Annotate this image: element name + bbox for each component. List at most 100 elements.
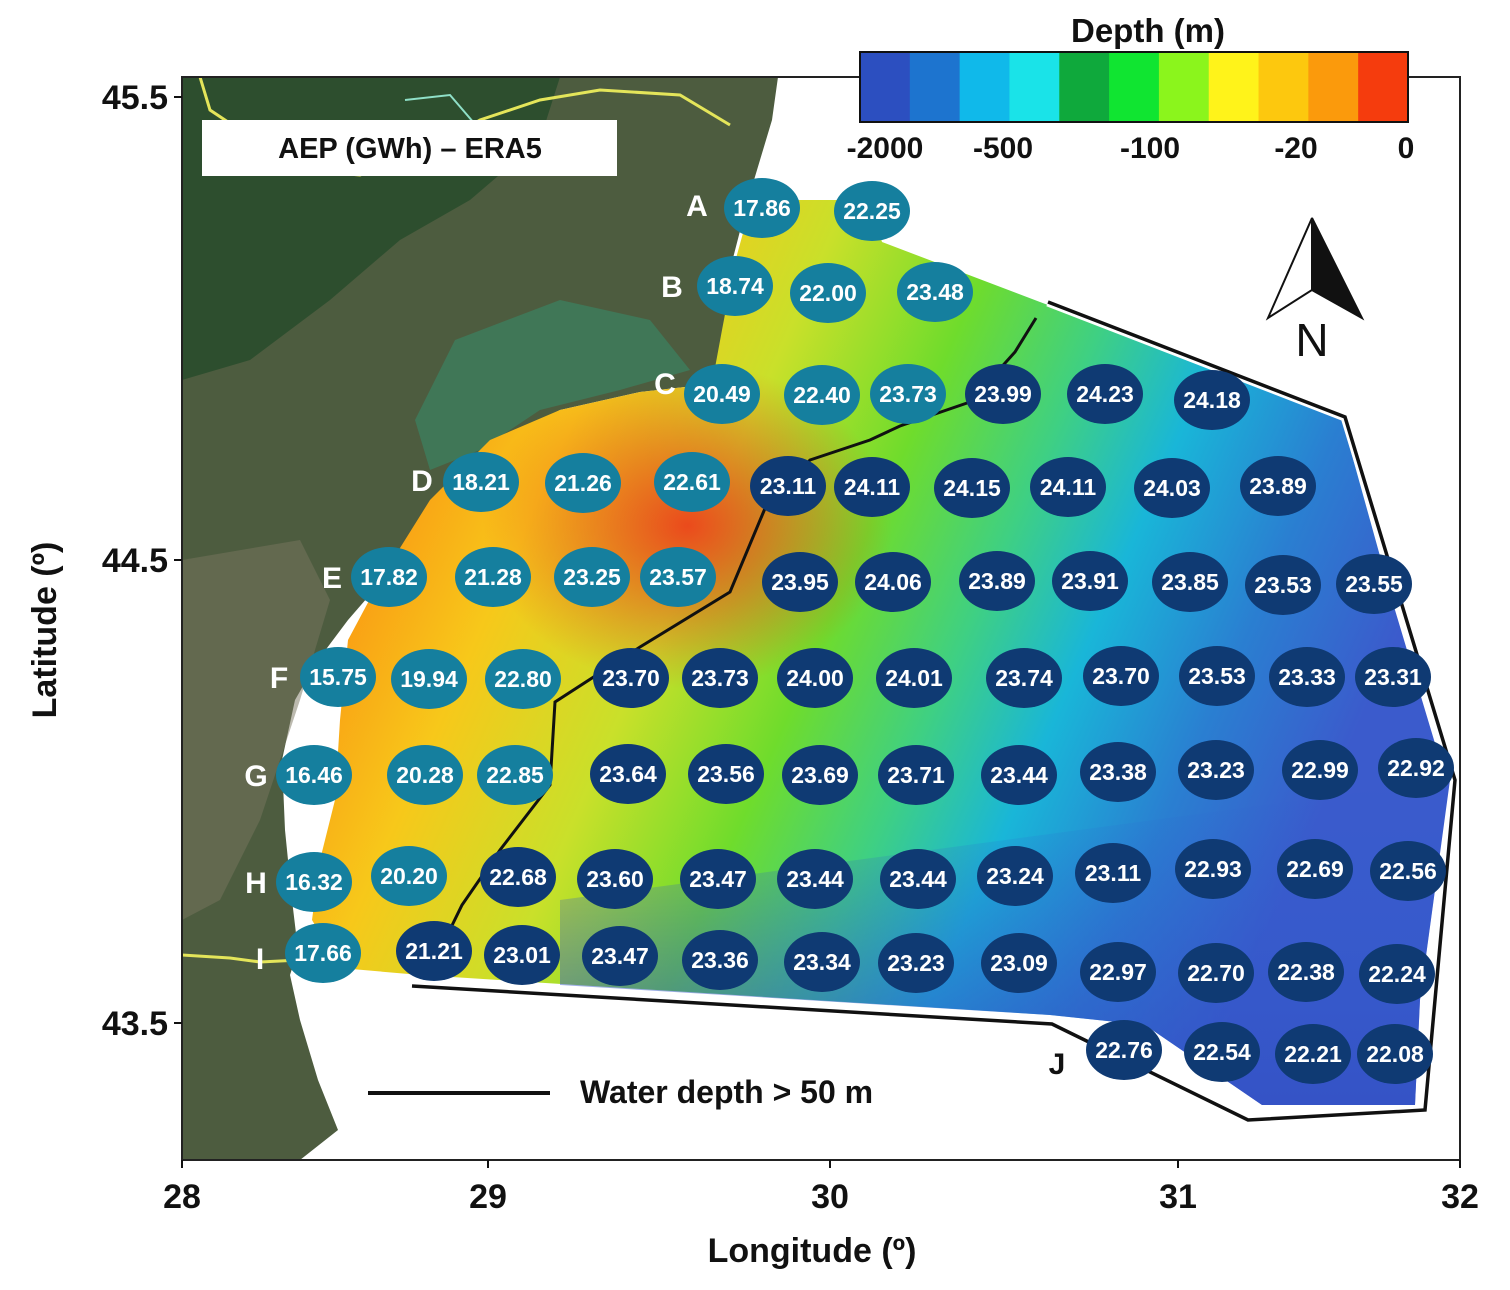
site-value-label: 23.95 [771, 569, 829, 595]
map-title: AEP (GWh) – ERA5 [278, 133, 542, 165]
row-label-c: C [654, 368, 676, 401]
y-axis-title: Latitude (º) [26, 542, 64, 719]
site-marker [1175, 839, 1251, 899]
site-marker [834, 457, 910, 517]
site-value-label: 15.75 [309, 664, 367, 690]
colorbar-segment [909, 52, 961, 122]
colorbar-segment [1009, 52, 1060, 122]
site-marker [855, 552, 931, 612]
site-value-label: 23.23 [887, 950, 945, 976]
site-value-label: 19.94 [400, 666, 458, 692]
y-axis-ticks: 45.5 44.5 43.5 [102, 79, 182, 1043]
site-marker [1075, 843, 1151, 903]
site-marker [391, 649, 467, 709]
site-value-label: 23.89 [1249, 473, 1307, 499]
site-marker [1080, 742, 1156, 802]
site-marker [1275, 1024, 1351, 1084]
map-title-box [202, 120, 617, 176]
site-value-label: 23.01 [493, 942, 551, 968]
colorbar-segment [1308, 52, 1359, 122]
x-tick-label: 28 [163, 1178, 201, 1216]
site-marker [750, 456, 826, 516]
site-marker [784, 932, 860, 992]
site-marker [762, 552, 838, 612]
row-label-h: H [245, 867, 267, 900]
site-marker [1083, 646, 1159, 706]
site-marker [682, 648, 758, 708]
x-axis-title: Longitude (º) [708, 1232, 917, 1270]
site-value-label: 20.28 [396, 762, 454, 788]
site-markers: 17.86 22.25 18.74 22.00 23.48 20.49 22.40 23.73… [276, 178, 1454, 1084]
border-line-south [182, 953, 301, 964]
site-value-label: 24.11 [1040, 474, 1096, 500]
site-value-label: 23.11 [760, 473, 816, 499]
colorbar-segment [860, 52, 911, 122]
site-value-label: 24.00 [786, 665, 844, 691]
site-value-label: 23.44 [990, 762, 1048, 788]
row-label-i: I [256, 943, 264, 976]
site-marker [1268, 942, 1344, 1002]
site-value-label: 22.99 [1291, 757, 1349, 783]
site-marker [790, 263, 866, 323]
site-value-label: 23.64 [599, 761, 657, 787]
site-value-label: 22.93 [1184, 856, 1242, 882]
site-marker [285, 923, 361, 983]
site-value-label: 24.15 [943, 475, 1001, 501]
site-value-label: 23.48 [906, 279, 964, 305]
x-tick-label: 29 [469, 1178, 507, 1216]
plot-frame [181, 76, 1461, 1161]
site-value-label: 23.85 [1161, 569, 1219, 595]
site-marker [981, 933, 1057, 993]
site-value-label: 22.56 [1379, 858, 1437, 884]
colorbar-segment [959, 52, 1010, 122]
colorbar-segment [1258, 52, 1309, 122]
site-marker [880, 849, 956, 909]
site-value-label: 22.76 [1095, 1037, 1153, 1063]
site-marker [878, 745, 954, 805]
site-value-label: 23.69 [791, 762, 849, 788]
site-value-label: 23.73 [691, 665, 749, 691]
colorbar-segment [1358, 52, 1409, 122]
site-marker [1152, 552, 1228, 612]
site-value-label: 24.23 [1076, 381, 1134, 407]
site-value-label: 23.24 [986, 863, 1044, 889]
site-marker [477, 745, 553, 805]
site-value-label: 23.33 [1278, 664, 1336, 690]
site-value-label: 22.08 [1366, 1041, 1424, 1067]
x-tick-label: 30 [811, 1178, 849, 1216]
site-marker [1357, 1024, 1433, 1084]
site-marker [590, 744, 666, 804]
y-tick-label: 44.5 [102, 542, 168, 580]
site-marker [300, 647, 376, 707]
site-value-label: 22.97 [1089, 959, 1147, 985]
site-marker [1355, 647, 1431, 707]
site-value-label: 16.46 [285, 762, 343, 788]
row-label-g: G [244, 760, 267, 793]
site-marker [782, 745, 858, 805]
site-value-label: 23.91 [1061, 568, 1119, 594]
site-marker [959, 551, 1035, 611]
site-value-label: 23.56 [697, 761, 755, 787]
site-value-label: 23.44 [786, 866, 844, 892]
site-marker [1359, 944, 1435, 1004]
site-marker [777, 648, 853, 708]
site-marker [870, 364, 946, 424]
site-marker [1067, 364, 1143, 424]
site-marker [545, 453, 621, 513]
site-value-label: 23.53 [1254, 572, 1312, 598]
site-marker [934, 458, 1010, 518]
site-marker [977, 846, 1053, 906]
site-marker [965, 364, 1041, 424]
site-value-label: 23.47 [689, 866, 747, 892]
row-labels: A B C D E F G H I J [244, 190, 1065, 1081]
site-marker [777, 849, 853, 909]
row-label-a: A [686, 190, 708, 223]
row-label-j: J [1049, 1048, 1066, 1081]
site-value-label: 22.25 [843, 198, 901, 224]
site-value-label: 23.71 [887, 762, 945, 788]
site-value-label: 20.49 [693, 381, 751, 407]
site-value-label: 16.32 [285, 869, 343, 895]
legend-line-label: Water depth > 50 m [580, 1074, 873, 1110]
depth-colorbar: -2000 -500 -100 -20 0 [847, 51, 1414, 165]
